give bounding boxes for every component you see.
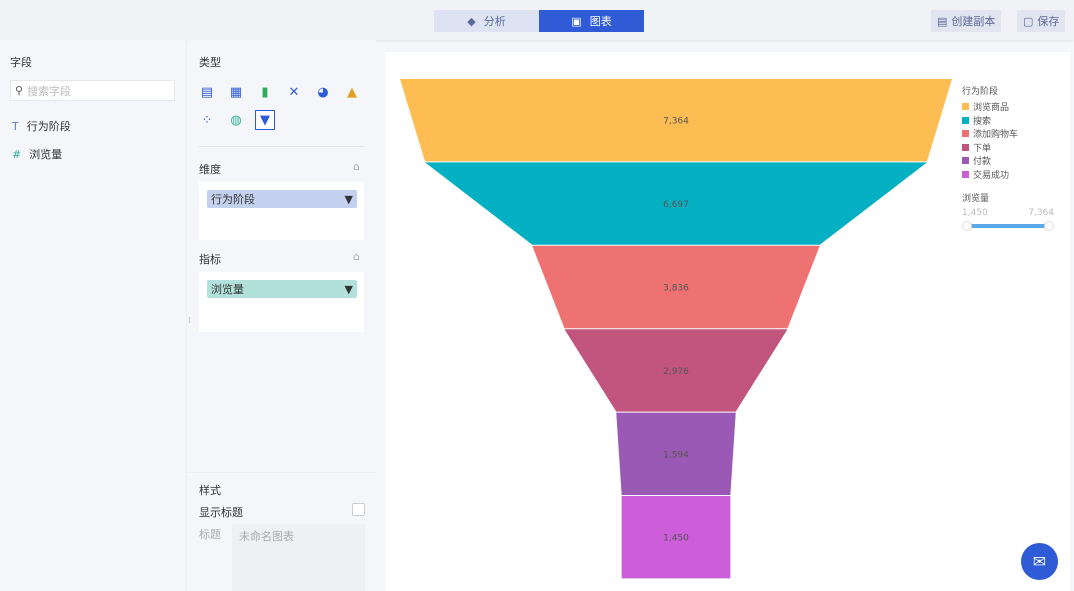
create-copy-button[interactable]: ▤ 创建副本 xyxy=(931,10,1002,32)
monitor-chart-icon: ▣ xyxy=(571,14,582,28)
search-field-input[interactable]: ⚲ 搜索字段 xyxy=(10,80,175,101)
chat-icon: ✉ xyxy=(1032,552,1047,571)
field-label: 行为阶段 xyxy=(26,120,71,133)
title-textarea[interactable]: 未命名图表 xyxy=(232,524,365,591)
resize-handle[interactable]: ⁞ xyxy=(188,316,191,326)
funnel-segment[interactable] xyxy=(400,79,952,162)
range-min: 1,450 xyxy=(962,208,988,218)
chat-support-button[interactable]: ✉ xyxy=(1021,543,1058,580)
legend-label: 搜索 xyxy=(973,116,992,127)
divider xyxy=(199,146,364,147)
range-max: 7,364 xyxy=(1028,208,1054,218)
funnel-data-label: 1,450 xyxy=(663,534,689,544)
tab-chart[interactable]: ▣ 图表 xyxy=(539,10,644,32)
legend-item[interactable]: 浏览商品 xyxy=(962,100,1054,114)
title-label: 标题 xyxy=(199,528,221,541)
range-track xyxy=(967,224,1049,228)
tab-analysis[interactable]: ◆ 分析 xyxy=(434,10,539,32)
fields-title: 字段 xyxy=(10,56,32,69)
funnel-segment[interactable] xyxy=(616,412,736,495)
funnel-data-label: 6,697 xyxy=(663,200,689,210)
legend-label: 交易成功 xyxy=(973,170,1010,181)
divider xyxy=(187,472,377,473)
clear-icon[interactable]: ⌂ xyxy=(353,250,360,263)
scatter-chart-icon[interactable]: ⁘ xyxy=(201,112,213,128)
range-handle-max[interactable] xyxy=(1044,221,1054,231)
dimension-drop-zone[interactable]: 行为阶段 ▼ xyxy=(199,182,364,240)
range-handle-min[interactable] xyxy=(962,221,972,231)
show-title-checkbox[interactable] xyxy=(352,503,365,516)
funnel-segment[interactable] xyxy=(424,162,928,245)
search-icon: ⚲ xyxy=(15,84,24,97)
range-title: 浏览量 xyxy=(962,194,990,204)
title-placeholder: 未命名图表 xyxy=(239,530,294,543)
legend-swatch xyxy=(962,143,969,151)
legend: 行为阶段 浏览商品搜索添加购物车下单付款交易成功 浏览量 1,450 7,364 xyxy=(962,84,1054,232)
legend-item[interactable]: 付款 xyxy=(962,154,1054,168)
pie-chart-icon[interactable]: ◕ xyxy=(317,84,329,100)
metric-drop-zone[interactable]: 浏览量 ▼ xyxy=(199,272,364,332)
config-panel: 类型 ▤ ▦ ▮ ✕ ◕ ▲ ⁘ ◍ ▼ 维度 ⌂ 行为阶段 ▼ 指标 ⌂ 浏览量… xyxy=(186,40,377,591)
legend-label: 浏览商品 xyxy=(973,103,1010,114)
legend-swatch xyxy=(962,157,969,165)
top-toolbar: ◆ 分析 ▣ 图表 ▤ 创建副本 ▢ 保存 xyxy=(0,0,1074,40)
field-label: 浏览量 xyxy=(29,148,63,161)
funnel-segment[interactable] xyxy=(621,496,731,579)
save-icon: ▢ xyxy=(1023,14,1034,28)
button-label: 保存 xyxy=(1037,15,1060,28)
legend-title: 行为阶段 xyxy=(962,87,999,97)
dimension-title: 维度 xyxy=(199,163,221,176)
metric-title: 指标 xyxy=(199,253,221,266)
field-item[interactable]: T 行为阶段 xyxy=(12,118,71,134)
caret-down-icon: ▼ xyxy=(344,282,353,296)
funnel-data-label: 3,836 xyxy=(663,284,689,294)
pill-label: 浏览量 xyxy=(211,283,244,296)
clear-icon[interactable]: ⌂ xyxy=(353,160,360,173)
dimension-pill[interactable]: 行为阶段 ▼ xyxy=(207,190,357,208)
tab-label: 分析 xyxy=(483,15,506,28)
legend-label: 付款 xyxy=(973,157,992,168)
combo-chart-icon[interactable]: ▲ xyxy=(347,84,357,100)
legend-swatch xyxy=(962,130,969,138)
legend-item[interactable]: 下单 xyxy=(962,141,1054,155)
button-label: 创建副本 xyxy=(951,15,996,28)
legend-item[interactable]: 交易成功 xyxy=(962,168,1054,182)
legend-label: 下单 xyxy=(973,143,992,154)
number-type-icon: # xyxy=(12,147,22,161)
legend-label: 添加购物车 xyxy=(973,130,1019,141)
copy-icon: ▤ xyxy=(937,14,948,28)
bar-chart-icon[interactable]: ▮ xyxy=(261,84,269,100)
layers-icon: ◆ xyxy=(467,14,476,28)
caret-down-icon: ▼ xyxy=(344,192,353,206)
map-chart-icon[interactable]: ◍ xyxy=(230,112,242,128)
table-chart-icon[interactable]: ▤ xyxy=(200,84,214,100)
metric-pill[interactable]: 浏览量 ▼ xyxy=(207,280,357,298)
tab-label: 图表 xyxy=(589,15,612,28)
style-title: 样式 xyxy=(199,484,221,497)
type-title: 类型 xyxy=(199,56,221,69)
legend-item[interactable]: 添加购物车 xyxy=(962,127,1054,141)
funnel-data-label: 2,976 xyxy=(663,367,689,377)
line-chart-icon[interactable]: ✕ xyxy=(288,84,300,100)
save-button[interactable]: ▢ 保存 xyxy=(1017,10,1066,32)
field-item[interactable]: # 浏览量 xyxy=(12,146,62,162)
fields-panel: 字段 ⚲ 搜索字段 T 行为阶段 # 浏览量 xyxy=(0,40,185,591)
pill-label: 行为阶段 xyxy=(211,193,255,206)
legend-swatch xyxy=(962,170,969,178)
legend-swatch xyxy=(962,116,969,124)
show-title-label: 显示标题 xyxy=(199,506,243,519)
pivot-table-icon[interactable]: ▦ xyxy=(229,84,243,100)
text-type-icon: T xyxy=(12,119,19,133)
legend-swatch xyxy=(962,103,969,111)
funnel-segment[interactable] xyxy=(564,329,788,412)
range-slider[interactable] xyxy=(962,220,1054,232)
funnel-chart-icon[interactable]: ▼ xyxy=(255,110,275,130)
funnel-data-label: 7,364 xyxy=(663,117,689,127)
funnel-segment[interactable] xyxy=(532,245,820,329)
legend-item[interactable]: 搜索 xyxy=(962,114,1054,128)
funnel-data-label: 1,594 xyxy=(663,450,689,460)
search-placeholder: 搜索字段 xyxy=(27,84,72,98)
